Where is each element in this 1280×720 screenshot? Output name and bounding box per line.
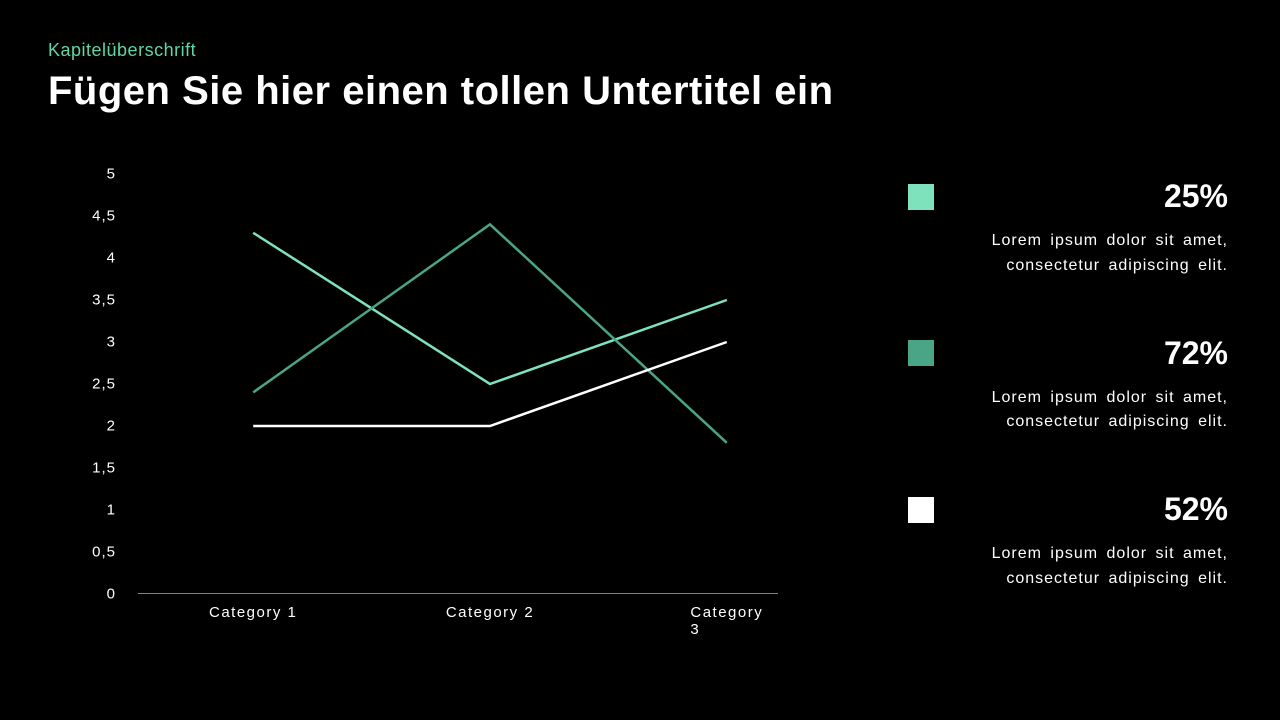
- slide-title: Fügen Sie hier einen tollen Untertitel e…: [48, 69, 1232, 114]
- y-tick-label: 3,5: [92, 292, 116, 309]
- series-line: [253, 224, 727, 442]
- legend-desc: Lorem ipsum dolor sit amet, consectetur …: [908, 229, 1228, 279]
- line-chart: 00,511,522,533,544,55 Category 1Category…: [48, 174, 788, 644]
- content-row: 00,511,522,533,544,55 Category 1Category…: [48, 174, 1232, 644]
- y-axis: 00,511,522,533,544,55: [48, 174, 128, 594]
- y-tick-label: 2,5: [92, 376, 116, 393]
- series-line: [253, 233, 727, 384]
- x-tick-label: Category 1: [209, 604, 297, 621]
- legend-swatch: [908, 340, 934, 366]
- y-tick-label: 1,5: [92, 460, 116, 477]
- y-tick-label: 5: [107, 166, 116, 183]
- y-tick-label: 4: [107, 250, 116, 267]
- y-tick-label: 1: [107, 502, 116, 519]
- y-tick-label: 2: [107, 418, 116, 435]
- legend-head: 52%: [908, 491, 1228, 528]
- x-axis-labels: Category 1Category 2Category 3: [138, 604, 778, 634]
- legend-head: 72%: [908, 335, 1228, 372]
- legend-desc: Lorem ipsum dolor sit amet, consectetur …: [908, 386, 1228, 436]
- x-tick-label: Category 2: [446, 604, 534, 621]
- legend-desc: Lorem ipsum dolor sit amet, consectetur …: [908, 542, 1228, 592]
- legend-item: 72% Lorem ipsum dolor sit amet, consecte…: [908, 335, 1228, 436]
- x-tick-label: Category 3: [690, 604, 763, 638]
- y-tick-label: 0,5: [92, 544, 116, 561]
- legend-percent: 72%: [1164, 335, 1228, 372]
- legend-item: 52% Lorem ipsum dolor sit amet, consecte…: [908, 491, 1228, 592]
- legend-item: 25% Lorem ipsum dolor sit amet, consecte…: [908, 178, 1228, 279]
- y-tick-label: 0: [107, 586, 116, 603]
- slide: Kapitelüberschrift Fügen Sie hier einen …: [0, 0, 1280, 720]
- chart-plot: [138, 174, 778, 594]
- legend-swatch: [908, 184, 934, 210]
- legend-swatch: [908, 497, 934, 523]
- legend-percent: 25%: [1164, 178, 1228, 215]
- y-tick-label: 3: [107, 334, 116, 351]
- y-tick-label: 4,5: [92, 208, 116, 225]
- legend-percent: 52%: [1164, 491, 1228, 528]
- legend-head: 25%: [908, 178, 1228, 215]
- slide-overline: Kapitelüberschrift: [48, 40, 1232, 61]
- legend: 25% Lorem ipsum dolor sit amet, consecte…: [908, 174, 1228, 644]
